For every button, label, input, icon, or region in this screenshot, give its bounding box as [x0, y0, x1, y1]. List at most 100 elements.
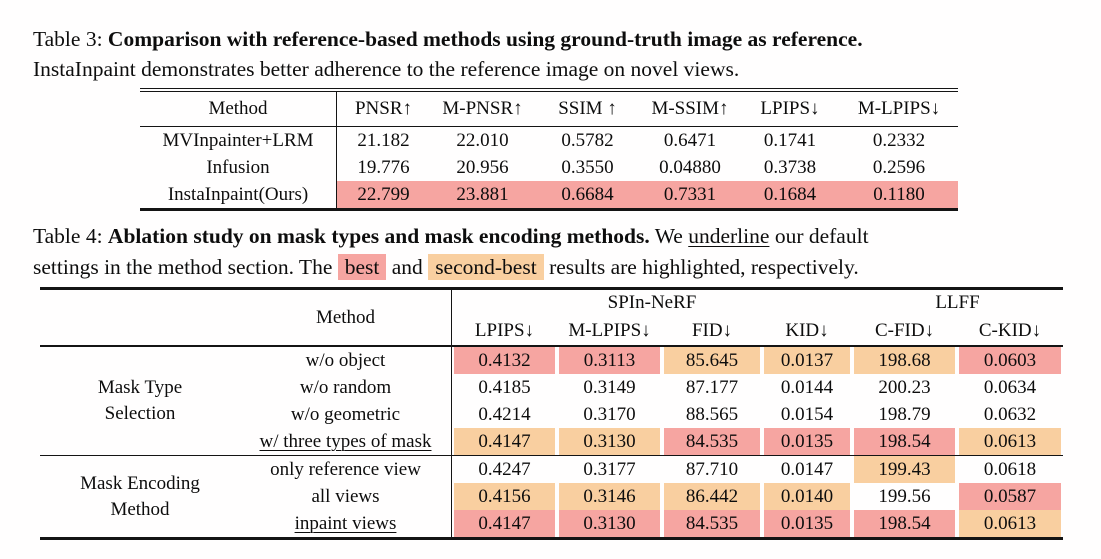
- value: 87.177: [685, 376, 739, 398]
- table4-value-cell: 0.3130: [557, 510, 662, 537]
- value: 0.3170: [583, 403, 636, 425]
- value: 0.0135: [764, 510, 850, 537]
- table4-value-cell: 0.3170: [557, 401, 662, 428]
- table4-caption-line2: settings in the method section. The best…: [33, 252, 1088, 283]
- group-label-line: Selection: [104, 403, 176, 424]
- table4-value-cell: 0.0618: [957, 455, 1064, 483]
- value: 0.0147: [780, 458, 834, 480]
- table4-caption-we: We: [654, 224, 683, 248]
- table4-method-cell: w/o random: [240, 374, 452, 401]
- table4-header-mlpips: M-LPIPS↓: [557, 316, 662, 347]
- table4-caption-line2-start: settings in the method section. The: [33, 255, 333, 279]
- value: 0.0140: [764, 483, 850, 510]
- table3-header-mlpips: M-LPIPS↓: [840, 92, 958, 127]
- table4-value-cell: 0.0613: [957, 428, 1063, 455]
- value: 0.4185: [478, 376, 531, 398]
- table4-value-cell: 0.4247: [452, 455, 557, 483]
- table4-value-cell: 0.4156: [452, 483, 557, 510]
- value: 0.3113: [559, 347, 660, 374]
- table4-value-cell: 88.565: [662, 401, 762, 428]
- table4-row: w/o geometric 0.4214 0.3170 88.565 0.015…: [40, 401, 1063, 428]
- table4-top-rule: [40, 287, 1063, 290]
- table4-value-cell: 87.177: [662, 374, 762, 401]
- table4-value-cell: 0.0140: [762, 483, 852, 510]
- value: 0.0613: [959, 510, 1062, 537]
- table3-value-cell: 20.956: [456, 156, 509, 178]
- table3-value-cell: 22.799: [337, 181, 430, 208]
- table4-row: inpaint views 0.4147 0.3130 84.535 0.013…: [40, 510, 1063, 537]
- table4-row: Mask Encoding Method only reference view…: [40, 455, 1064, 520]
- table3: Method PNSR↑ M-PNSR↑ SSIM ↑ M-SSIM↑ LPIP…: [140, 92, 958, 208]
- table4-method-cell: w/ three types of mask: [240, 428, 452, 455]
- value: 0.0144: [780, 376, 834, 398]
- table4-value-cell: 200.23: [852, 374, 957, 401]
- table3-row: InstaInpaint(Ours) 22.799 23.881 0.6684 …: [140, 181, 958, 208]
- table4-value-cell: 0.0135: [762, 510, 852, 537]
- table4-value-cell: 0.4132: [452, 347, 557, 374]
- table4-bottom-rule: [40, 537, 1063, 540]
- table3-value-cell: 0.6684: [535, 181, 640, 208]
- table3-caption-line2: InstaInpaint demonstrates better adheren…: [33, 57, 740, 81]
- table4-value-cell: 0.3149: [557, 374, 662, 401]
- table4-header-lpips: LPIPS↓: [452, 316, 557, 347]
- table4-value-cell: 0.0632: [957, 401, 1063, 428]
- table3-value-cell: 0.04880: [659, 156, 721, 178]
- table4-caption-tail: our default: [774, 224, 869, 248]
- table3-row: MVInpainter+LRM 21.182 22.010 0.5782 0.6…: [140, 127, 958, 154]
- table4-group-label-mask-type: Mask Type Selection: [40, 347, 240, 455]
- value: 0.0135: [764, 428, 850, 455]
- table4-value-cell: 0.0587: [957, 483, 1063, 510]
- value: 0.0632: [983, 403, 1037, 425]
- value: 199.56: [878, 485, 931, 507]
- method-underlined: inpaint views: [294, 512, 397, 534]
- table4-value-cell: 0.0613: [957, 510, 1063, 537]
- table4-caption: Table 4: Ablation study on mask types an…: [33, 221, 1088, 283]
- table3-header-lpips: LPIPS↓: [740, 92, 840, 127]
- value: 0.4156: [454, 483, 555, 510]
- table4-value-cell: 0.0144: [762, 374, 852, 401]
- table4-method-cell: inpaint views: [240, 510, 452, 537]
- table4-method-cell: w/o object: [240, 347, 452, 374]
- table4-caption-line1: Table 4: Ablation study on mask types an…: [33, 221, 1088, 252]
- table4-caption-bold: Ablation study on mask types and mask en…: [107, 224, 650, 248]
- table4-value-cell: 0.3146: [557, 483, 662, 510]
- table4-value-cell: 0.4147: [452, 428, 557, 455]
- table4-header-method: Method: [240, 290, 452, 347]
- table4-subheader-row: LPIPS↓ M-LPIPS↓ FID↓ KID↓ C-FID↓ C-KID↓: [40, 316, 1064, 347]
- table4-value-cell: 0.0634: [957, 374, 1063, 401]
- group-label-line: Mask Type: [97, 377, 183, 398]
- table4: Method SPIn-NeRF LLFF LPIPS↓ M-LPIPS↓ FI…: [40, 290, 1064, 537]
- table3-caption-prefix: Table 3:: [33, 27, 103, 51]
- value: 198.79: [878, 403, 931, 425]
- value: 0.3149: [583, 376, 636, 398]
- table4-method-cell: only reference view: [240, 455, 452, 483]
- table3-value-cell: 22.010: [456, 129, 509, 151]
- value: 0.3146: [559, 483, 660, 510]
- group-label-line: Method: [110, 498, 170, 520]
- table4-group-label-mask-encoding: Mask Encoding Method: [40, 455, 240, 537]
- table4-header-llff: LLFF: [935, 292, 980, 313]
- table4-header-fid: FID↓: [662, 316, 762, 347]
- best-highlight-swatch: best: [337, 254, 387, 280]
- table3-header-row: Method PNSR↑ M-PNSR↑ SSIM ↑ M-SSIM↑ LPIP…: [140, 92, 958, 127]
- table3-header-ssim: SSIM ↑: [535, 92, 640, 127]
- value: 88.565: [685, 403, 739, 425]
- second-best-highlight-swatch: second-best: [428, 254, 544, 280]
- table4-container: Method SPIn-NeRF LLFF LPIPS↓ M-LPIPS↓ FI…: [40, 287, 1064, 540]
- table4-value-cell: 198.68: [852, 347, 957, 374]
- method-underlined: w/ three types of mask: [259, 430, 432, 452]
- table3-value-cell: 0.3738: [763, 156, 817, 178]
- table3-method-cell: Infusion: [140, 154, 337, 181]
- value: 0.4147: [454, 428, 555, 455]
- table3-value-cell: 0.1741: [763, 129, 817, 151]
- table3-header-method: Method: [140, 92, 337, 127]
- value: 0.4132: [454, 347, 555, 374]
- table4-caption-and: and: [391, 255, 423, 279]
- table4-header-ckid: C-KID↓: [957, 316, 1064, 347]
- value: 0.3177: [583, 458, 636, 480]
- table3-header-mssim: M-SSIM↑: [640, 92, 740, 127]
- table4-header-blank: [40, 290, 240, 347]
- table4-value-cell: 0.0147: [762, 455, 852, 483]
- table4-value-cell: 86.442: [662, 483, 762, 510]
